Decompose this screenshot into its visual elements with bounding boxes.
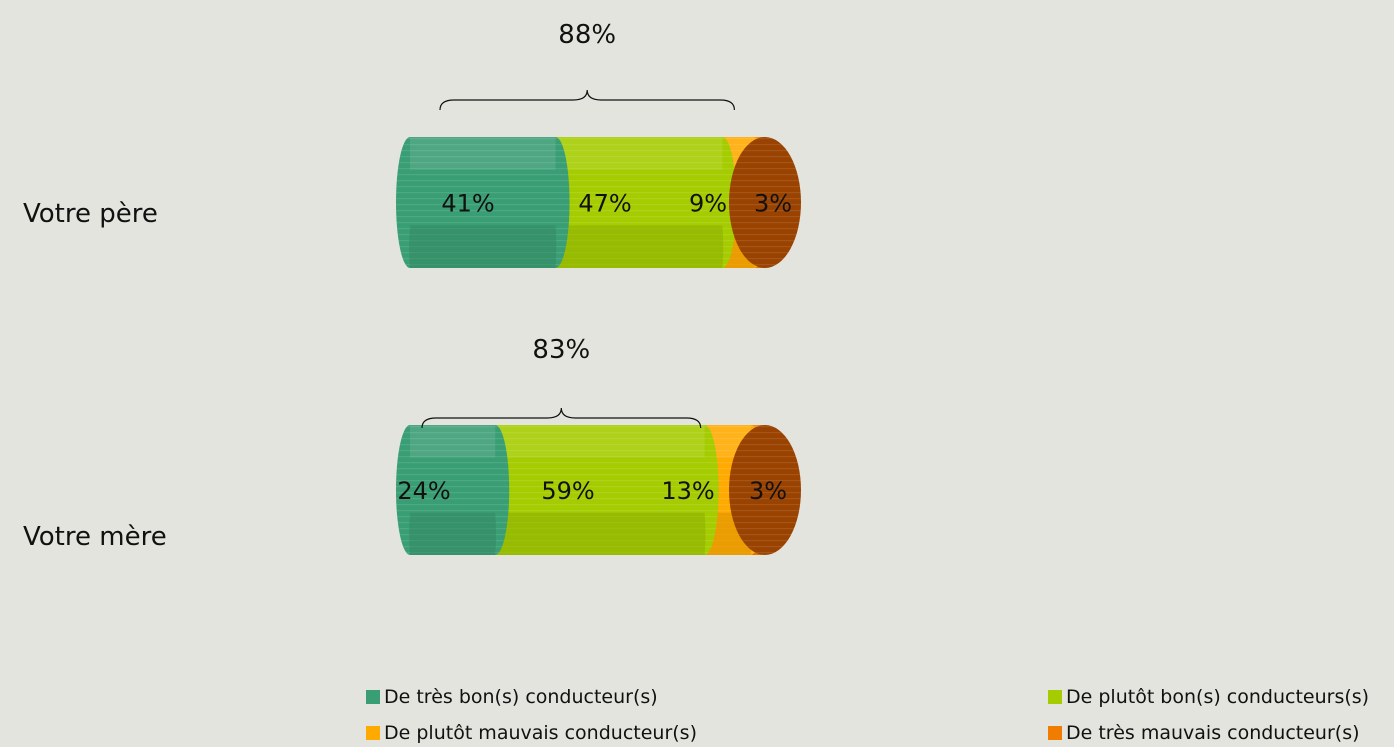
data-label-0-3: 3% xyxy=(754,190,792,218)
legend-item-0: De très bon(s) conducteur(s) xyxy=(366,686,658,708)
legend-item-2: De plutôt mauvais conducteur(s) xyxy=(366,722,697,744)
category-label-1: Votre mère xyxy=(23,522,167,552)
bracket-label-1: 83% xyxy=(532,335,590,365)
data-label-0-1: 47% xyxy=(578,190,631,218)
data-label-1-3: 3% xyxy=(749,477,787,505)
data-label-1-1: 59% xyxy=(541,477,594,505)
legend-item-3: De très mauvais conducteur(s) xyxy=(1048,722,1360,744)
category-label-0: Votre père xyxy=(23,199,158,229)
bar-segment-1-1 xyxy=(481,425,719,555)
bar-segment-1-0 xyxy=(396,425,510,555)
data-label-1-2: 13% xyxy=(661,477,714,505)
legend-label-1: De plutôt bon(s) conducteurs(s) xyxy=(1066,686,1370,708)
legend-label-0: De très bon(s) conducteur(s) xyxy=(384,686,658,708)
data-label-0-2: 9% xyxy=(689,190,727,218)
legend-label-2: De plutôt mauvais conducteur(s) xyxy=(384,722,697,744)
legend-label-3: De très mauvais conducteur(s) xyxy=(1066,722,1360,744)
bracket-1 xyxy=(421,407,702,429)
legend-swatch-3 xyxy=(1048,726,1062,740)
legend-swatch-2 xyxy=(366,726,380,740)
bracket-label-0: 88% xyxy=(558,20,616,50)
legend-swatch-1 xyxy=(1048,690,1062,704)
data-label-0-0: 41% xyxy=(441,190,494,218)
legend-item-1: De plutôt bon(s) conducteurs(s) xyxy=(1048,686,1369,708)
bar-segment-0-0 xyxy=(396,137,570,268)
bar-segment-0-1 xyxy=(541,137,737,268)
data-label-1-0: 24% xyxy=(397,477,450,505)
legend-swatch-0 xyxy=(366,690,380,704)
bracket-0 xyxy=(439,89,735,111)
